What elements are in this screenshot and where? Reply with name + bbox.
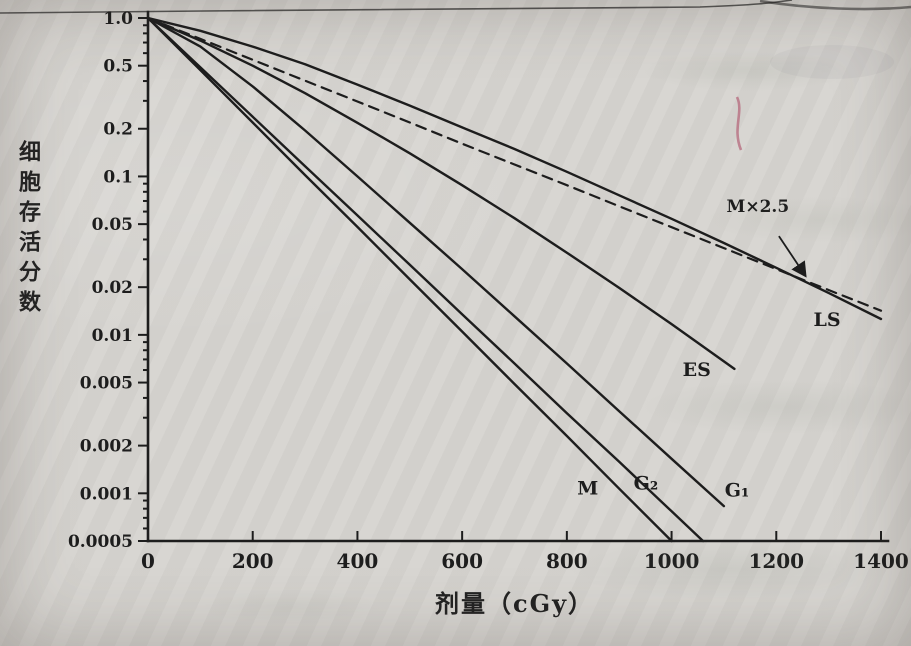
x-tick-label-1: 200 (232, 549, 274, 573)
curve-label-5: G₁ (725, 480, 750, 502)
x-axis: 0 200 400 600 800 1000 1200 1400 (141, 531, 909, 573)
x-tick-label-5: 1000 (644, 549, 700, 573)
y-tick-label-1: 0.5 (103, 57, 133, 77)
scan-artifacts (0, 0, 911, 151)
x-tick-label-4: 800 (546, 549, 588, 573)
curve-labels: M×2.5 LS ES M G₂ G₁ (577, 197, 840, 502)
y-tick-label-8: 0.002 (80, 437, 133, 457)
page-corner-curve (759, 0, 911, 11)
y-tick-label-5: 0.02 (92, 278, 133, 298)
y-tick-label-4: 0.05 (92, 215, 133, 235)
curve-label-1: LS (814, 309, 841, 331)
y-tick-label-9: 0.001 (80, 484, 133, 504)
x-tick-label-6: 1200 (748, 549, 804, 573)
survival-curve-1 (146, 16, 705, 543)
x-tick-label-0: 0 (141, 549, 155, 573)
page-edge-line (0, 0, 793, 14)
y-tick-label-0: 1.0 (103, 9, 133, 29)
pen-mark (735, 96, 743, 151)
y-axis-title: 细胞存活分数 (15, 140, 41, 320)
x-tick-label-3: 600 (441, 549, 483, 573)
survival-curve-5 (146, 16, 883, 312)
curve-label-2: ES (683, 359, 711, 381)
curve-label-3: M (577, 478, 598, 500)
curve-label-0: M×2.5 (727, 197, 790, 217)
y-tick-label-7: 0.005 (80, 374, 133, 394)
survival-curve-0 (146, 16, 673, 543)
annotation-arrow (778, 235, 807, 278)
y-tick-label-2: 0.2 (103, 120, 133, 140)
x-axis-title: 剂量（cGy） (434, 589, 595, 618)
x-tick-label-7: 1400 (853, 549, 909, 573)
y-tick-label-6: 0.01 (92, 326, 133, 346)
smudge (770, 45, 894, 79)
survival-curve-2 (146, 16, 726, 508)
survival-curve-4 (146, 16, 883, 321)
x-tick-label-2: 400 (337, 549, 379, 573)
y-tick-label-3: 0.1 (103, 167, 133, 187)
survival-curve-3 (146, 16, 736, 371)
curve-label-4: G₂ (634, 473, 659, 495)
y-tick-label-10: 0.0005 (68, 532, 133, 552)
survival-curves (146, 16, 883, 543)
y-axis: 1.0 0.5 0.2 0.1 0.05 0.02 0.01 0.005 0.002 0.001 0… (68, 9, 148, 552)
